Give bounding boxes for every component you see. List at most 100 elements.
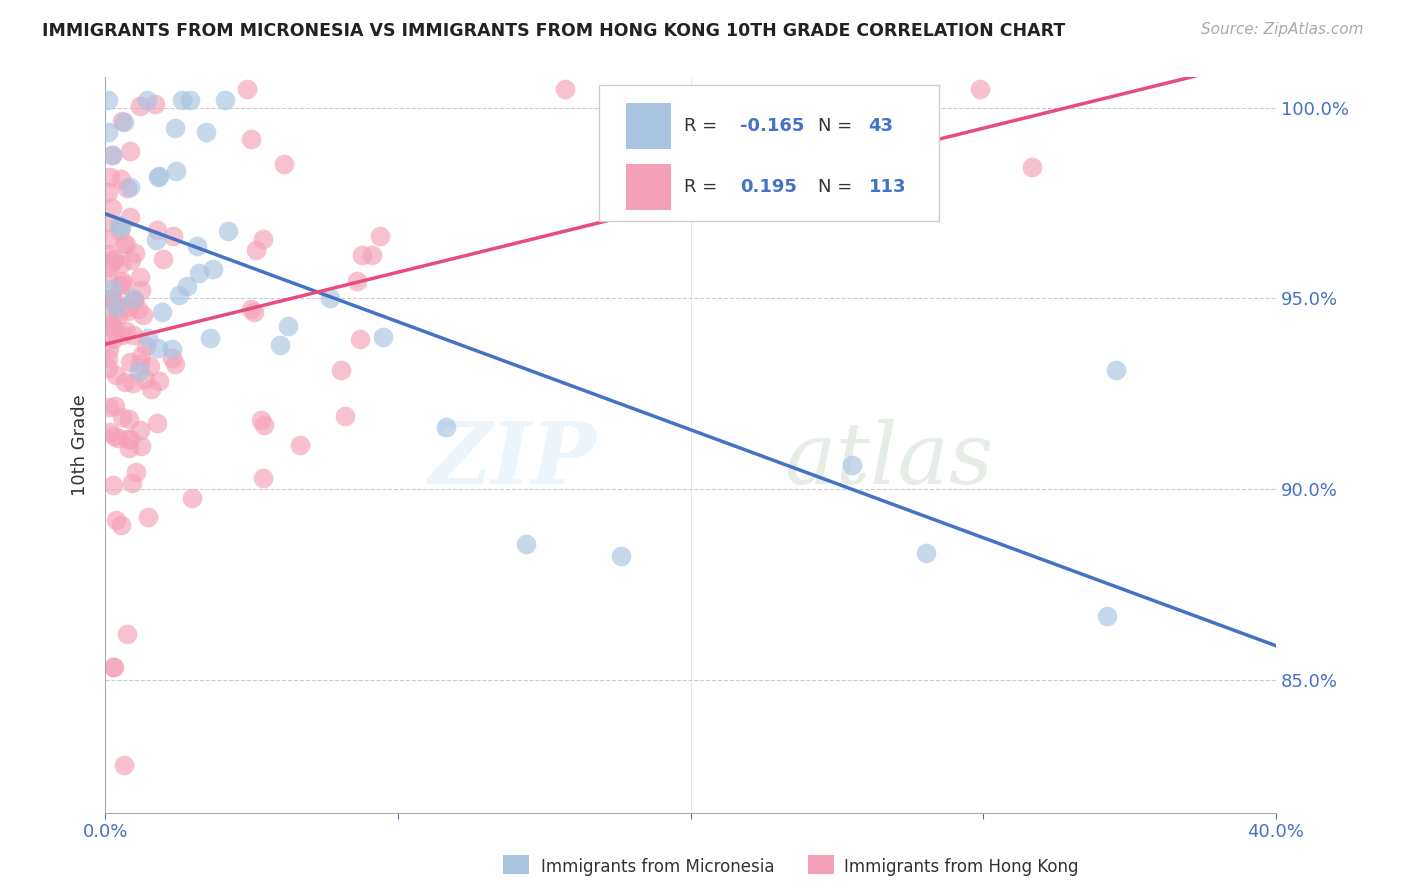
Point xyxy=(112,115,135,129)
Point xyxy=(277,319,299,334)
Point xyxy=(127,302,149,317)
Point xyxy=(108,277,131,292)
Point xyxy=(128,364,150,378)
Point xyxy=(145,233,167,247)
Bar xyxy=(626,103,671,149)
Point xyxy=(969,82,991,96)
Point xyxy=(97,360,120,375)
Point xyxy=(139,382,162,396)
Point xyxy=(253,417,276,432)
Point xyxy=(98,400,121,414)
Point xyxy=(138,359,160,373)
Point xyxy=(146,416,169,430)
Point xyxy=(115,300,138,314)
Point xyxy=(107,431,129,445)
Point xyxy=(114,237,136,252)
Text: 43: 43 xyxy=(869,117,894,135)
Point xyxy=(111,277,134,291)
Point xyxy=(217,223,239,237)
Point xyxy=(115,627,138,641)
Point xyxy=(239,301,262,316)
Point xyxy=(368,229,391,244)
Point xyxy=(101,253,124,268)
Point xyxy=(167,288,190,302)
Point xyxy=(121,376,143,391)
Point xyxy=(841,458,863,472)
Text: IMMIGRANTS FROM MICRONESIA VS IMMIGRANTS FROM HONG KONG 10TH GRADE CORRELATION C: IMMIGRANTS FROM MICRONESIA VS IMMIGRANTS… xyxy=(42,22,1066,40)
Bar xyxy=(626,164,671,210)
Point xyxy=(117,432,139,446)
Point xyxy=(101,478,124,492)
Point xyxy=(110,409,132,424)
FancyBboxPatch shape xyxy=(599,85,939,221)
Point xyxy=(111,274,134,288)
Point xyxy=(98,342,121,356)
Point xyxy=(361,248,384,262)
Point xyxy=(100,291,122,305)
Point xyxy=(245,244,267,258)
Point xyxy=(195,125,218,139)
Point xyxy=(111,114,134,128)
Point xyxy=(134,371,156,385)
Text: ZIP: ZIP xyxy=(429,418,598,501)
Text: Immigrants from Micronesia: Immigrants from Micronesia xyxy=(541,858,775,876)
Point xyxy=(129,350,152,364)
Point xyxy=(103,325,125,339)
Point xyxy=(915,546,938,560)
Point xyxy=(120,252,142,267)
Point xyxy=(146,169,169,184)
Point xyxy=(122,328,145,343)
Point xyxy=(97,125,120,139)
Point xyxy=(349,333,371,347)
Point xyxy=(165,164,187,178)
Point xyxy=(186,239,208,253)
Point xyxy=(118,210,141,224)
Point xyxy=(110,517,132,532)
Point xyxy=(98,169,121,184)
Point xyxy=(136,331,159,345)
Point xyxy=(146,223,169,237)
Point xyxy=(105,300,128,314)
Point xyxy=(1104,363,1126,377)
Point xyxy=(152,252,174,266)
Point xyxy=(101,201,124,215)
Point xyxy=(128,357,150,371)
Point xyxy=(117,412,139,426)
Point xyxy=(122,293,145,307)
Point xyxy=(111,327,134,342)
Point xyxy=(165,357,187,371)
Point xyxy=(97,351,120,365)
Point xyxy=(110,219,132,234)
Text: Immigrants from Hong Kong: Immigrants from Hong Kong xyxy=(844,858,1078,876)
Point xyxy=(108,224,131,238)
Bar xyxy=(808,855,834,874)
Point xyxy=(318,291,340,305)
Point xyxy=(105,368,128,382)
Text: -0.165: -0.165 xyxy=(740,117,804,135)
Point xyxy=(97,271,120,285)
Point xyxy=(120,144,142,158)
Point xyxy=(101,332,124,346)
Point xyxy=(176,279,198,293)
Point xyxy=(98,260,121,274)
Point xyxy=(269,338,291,352)
Point xyxy=(162,342,184,356)
Point xyxy=(163,120,186,135)
Point xyxy=(115,181,138,195)
Point xyxy=(114,375,136,389)
Point xyxy=(97,232,120,246)
Point xyxy=(250,413,273,427)
Point xyxy=(104,399,127,413)
Point xyxy=(288,438,311,452)
Point xyxy=(117,303,139,318)
Point xyxy=(110,257,132,271)
Point xyxy=(120,433,142,447)
Point xyxy=(101,660,124,674)
Point xyxy=(120,180,142,194)
Point xyxy=(118,355,141,369)
Point xyxy=(101,282,124,296)
Y-axis label: 10th Grade: 10th Grade xyxy=(72,394,89,496)
Point xyxy=(329,363,352,377)
Point xyxy=(105,513,128,527)
Point xyxy=(112,758,135,772)
